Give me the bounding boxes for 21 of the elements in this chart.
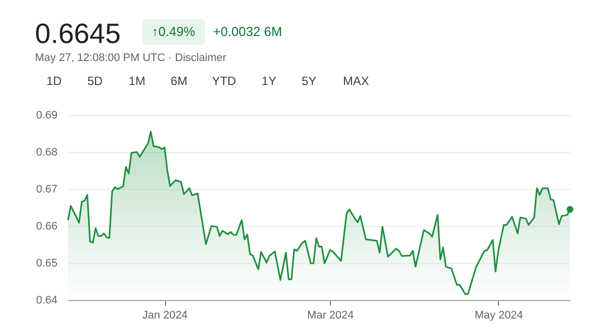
text: 5Y — [302, 74, 316, 88]
text: YTD — [212, 74, 236, 88]
y-tick-label: 0.67 — [36, 184, 58, 196]
x-tick-label: Mar 2024 — [307, 310, 354, 322]
text: MAX — [342, 74, 370, 88]
y-tick-label: 0.68 — [36, 146, 58, 158]
chart-subtitle: May 27, 12:08:00 PM UTC · Disclaimer — [35, 52, 227, 64]
y-tick-label: 0.64 — [36, 294, 58, 306]
y-tick-label: 0.66 — [36, 220, 58, 232]
y-tick-label: 0.65 — [36, 258, 58, 270]
text: 1M — [128, 74, 146, 88]
chart-title: 0.6645 — [35, 18, 121, 49]
text: 6M — [170, 74, 188, 88]
text: 1Y — [262, 74, 276, 88]
text: ↑0.49% — [152, 24, 196, 39]
x-tick-label: Jan 2024 — [142, 310, 188, 322]
text: 5D — [87, 74, 103, 88]
text: 1D — [46, 74, 62, 88]
text: +0.0032 6M — [213, 24, 282, 39]
x-tick-label: May 2024 — [474, 310, 523, 322]
y-tick-label: 0.69 — [36, 110, 58, 122]
